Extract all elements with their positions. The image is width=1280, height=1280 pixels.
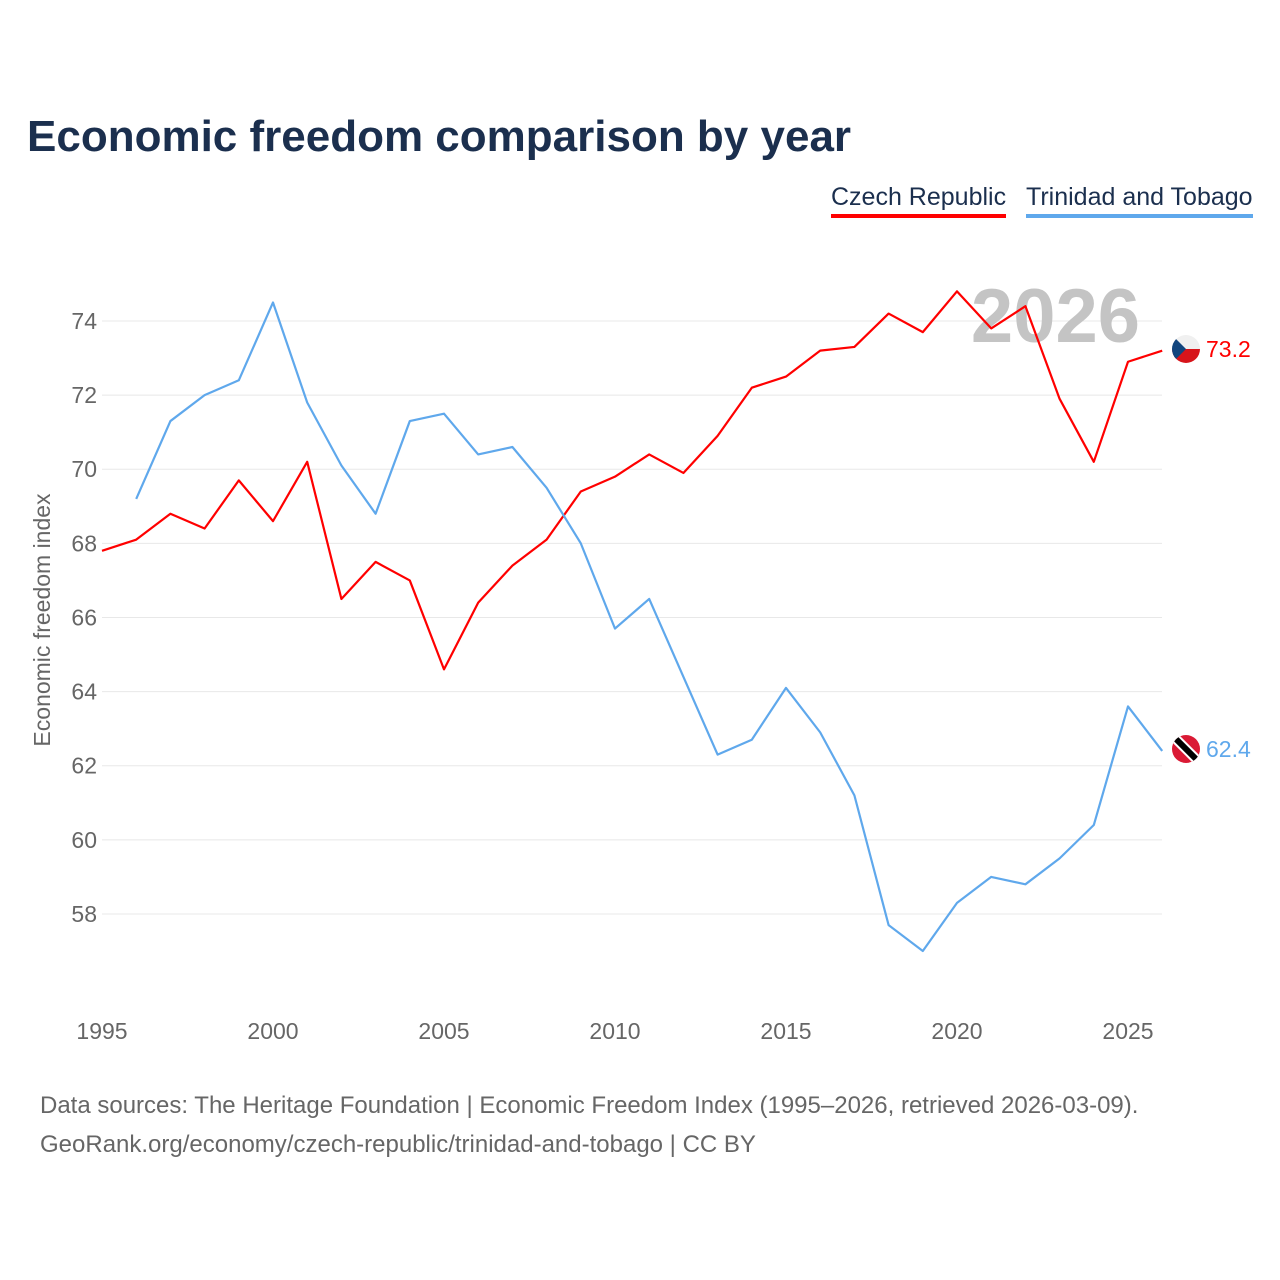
y-tick-label: 68: [71, 530, 97, 556]
y-tick-label: 62: [71, 753, 97, 779]
data-sources: Data sources: The Heritage Foundation | …: [40, 1092, 1139, 1119]
source-link[interactable]: GeoRank.org/economy/czech-republic/trini…: [40, 1131, 756, 1158]
y-axis-label: Economic freedom index: [29, 493, 55, 747]
series-line-trinidad-and-tobago[interactable]: [135, 301, 1164, 953]
x-tick-label: 2010: [589, 1018, 640, 1044]
x-tick-label: 2025: [1102, 1018, 1153, 1044]
x-tick-label: 2020: [931, 1018, 982, 1044]
y-tick-label: 72: [71, 382, 97, 408]
y-tick-label: 64: [71, 679, 97, 705]
x-tick-label: 2015: [760, 1018, 811, 1044]
y-tick-label: 60: [71, 827, 97, 853]
footer: Data sources: The Heritage Foundation | …: [40, 1086, 1138, 1164]
legend-trinidad-and-tobago[interactable]: Trinidad and Tobago: [1026, 183, 1253, 218]
x-tick-label: 2000: [247, 1018, 298, 1044]
end-label-trinidad-and-tobago: 62.4: [1206, 736, 1251, 762]
year-watermark: 2026: [971, 274, 1140, 359]
trinidad-flag-icon: [1172, 735, 1200, 763]
chart-title: Economic freedom comparison by year: [27, 112, 852, 161]
czech-flag-icon: [1172, 335, 1200, 363]
y-tick-label: 58: [71, 901, 97, 927]
legend-czech-republic[interactable]: Czech Republic: [831, 183, 1007, 218]
series-line-czech-republic[interactable]: [101, 290, 1163, 671]
y-tick-label: 66: [71, 604, 97, 630]
x-tick-label: 2005: [418, 1018, 469, 1044]
x-tick-label: 1995: [76, 1018, 127, 1044]
y-tick-label: 70: [71, 456, 97, 482]
end-label-czech-republic: 73.2: [1206, 336, 1251, 362]
y-tick-label: 74: [71, 308, 97, 334]
